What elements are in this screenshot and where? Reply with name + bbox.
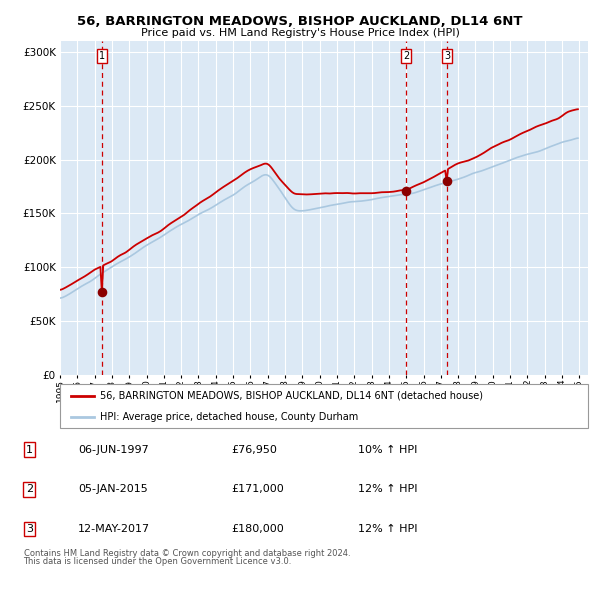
Text: £171,000: £171,000 xyxy=(231,484,284,494)
Text: Contains HM Land Registry data © Crown copyright and database right 2024.: Contains HM Land Registry data © Crown c… xyxy=(23,549,350,558)
Point xyxy=(401,186,411,195)
Text: 56, BARRINGTON MEADOWS, BISHOP AUCKLAND, DL14 6NT: 56, BARRINGTON MEADOWS, BISHOP AUCKLAND,… xyxy=(77,15,523,28)
Text: HPI: Average price, detached house, County Durham: HPI: Average price, detached house, Coun… xyxy=(100,412,358,422)
Text: 2: 2 xyxy=(403,51,410,61)
Point xyxy=(97,287,107,297)
Text: 56, BARRINGTON MEADOWS, BISHOP AUCKLAND, DL14 6NT (detached house): 56, BARRINGTON MEADOWS, BISHOP AUCKLAND,… xyxy=(100,391,482,401)
Text: £180,000: £180,000 xyxy=(231,525,284,534)
Text: 1: 1 xyxy=(26,445,33,454)
Text: This data is licensed under the Open Government Licence v3.0.: This data is licensed under the Open Gov… xyxy=(23,558,292,566)
Text: 12-MAY-2017: 12-MAY-2017 xyxy=(78,525,151,534)
Text: 3: 3 xyxy=(444,51,450,61)
FancyBboxPatch shape xyxy=(60,384,588,428)
Text: £76,950: £76,950 xyxy=(231,445,277,454)
Text: Price paid vs. HM Land Registry's House Price Index (HPI): Price paid vs. HM Land Registry's House … xyxy=(140,28,460,38)
Text: 3: 3 xyxy=(26,525,33,534)
Text: 12% ↑ HPI: 12% ↑ HPI xyxy=(358,525,417,534)
Text: 1: 1 xyxy=(99,51,106,61)
Text: 05-JAN-2015: 05-JAN-2015 xyxy=(78,484,148,494)
Text: 2: 2 xyxy=(26,484,33,494)
Text: 10% ↑ HPI: 10% ↑ HPI xyxy=(358,445,417,454)
Text: 12% ↑ HPI: 12% ↑ HPI xyxy=(358,484,417,494)
Point xyxy=(442,176,452,186)
Text: 06-JUN-1997: 06-JUN-1997 xyxy=(78,445,149,454)
